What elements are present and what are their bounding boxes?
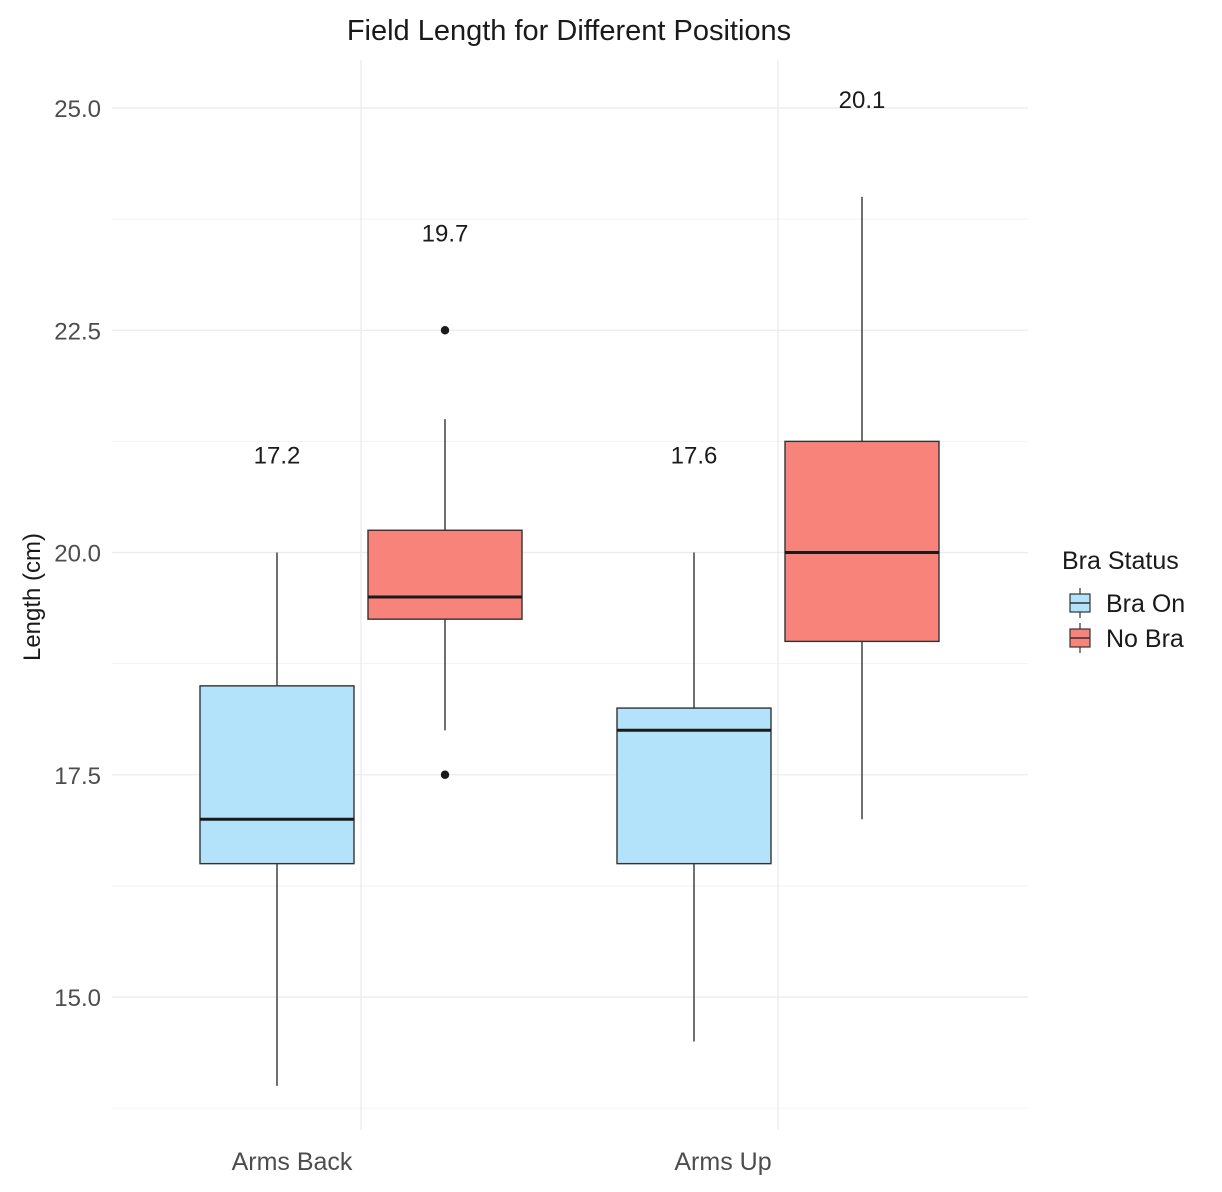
y-axis-ticks: 15.0 17.5 20.0 22.5 25.0	[54, 96, 101, 1012]
mean-labels: 17.2 19.7 17.6 20.1	[254, 87, 886, 470]
outlier-point	[440, 326, 450, 335]
y-tick-label: 15.0	[54, 985, 101, 1012]
outlier-point	[440, 770, 450, 779]
box-no-bra-arms-back	[367, 326, 523, 779]
box-series	[199, 196, 940, 1086]
box-iqr	[784, 440, 940, 643]
y-tick-label: 25.0	[54, 96, 101, 123]
y-tick-label: 22.5	[54, 318, 101, 345]
box-bra-on-arms-back	[199, 552, 355, 1086]
mean-label: 17.6	[671, 443, 718, 470]
mean-label: 20.1	[839, 87, 886, 114]
x-tick-label: Arms Back	[232, 1148, 353, 1176]
y-tick-label: 20.0	[54, 541, 101, 568]
mean-label: 19.7	[422, 220, 469, 247]
mean-label: 17.2	[254, 443, 301, 470]
box-iqr	[199, 685, 355, 865]
box-bra-on-arms-up	[616, 552, 772, 1042]
chart-title: Field Length for Different Positions	[347, 15, 791, 47]
legend: Bra Status Bra On No Bra	[1062, 547, 1185, 653]
y-tick-label: 17.5	[54, 763, 101, 790]
box-no-bra-arms-up	[784, 196, 940, 820]
x-axis-ticks: Arms Back Arms Up	[232, 1148, 772, 1176]
box-iqr	[367, 529, 523, 620]
legend-item-no-bra: No Bra	[1069, 623, 1184, 653]
y-axis-label: Length (cm)	[19, 533, 46, 661]
box-iqr	[616, 707, 772, 865]
legend-label: Bra On	[1106, 590, 1185, 618]
legend-title: Bra Status	[1062, 547, 1179, 575]
legend-item-bra-on: Bra On	[1069, 588, 1185, 618]
legend-label: No Bra	[1106, 625, 1184, 653]
x-tick-label: Arms Up	[674, 1148, 771, 1176]
